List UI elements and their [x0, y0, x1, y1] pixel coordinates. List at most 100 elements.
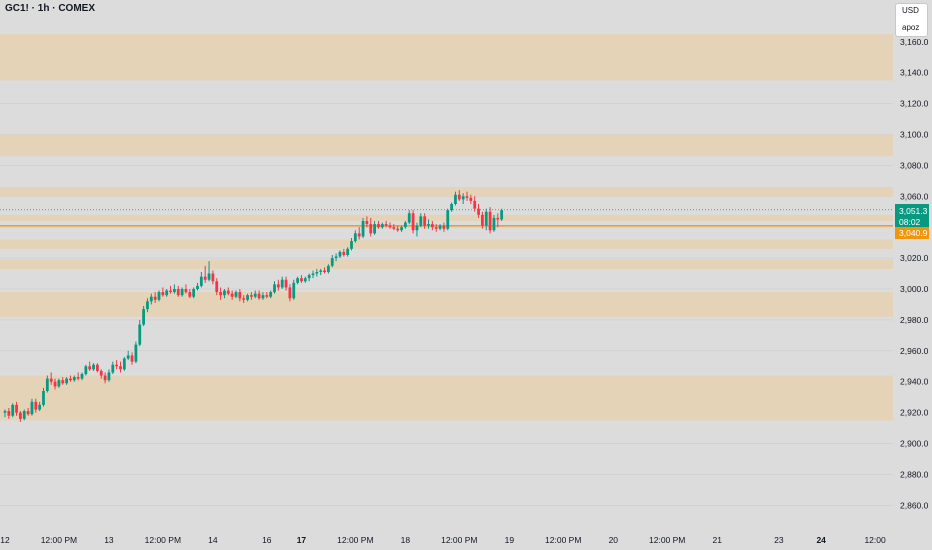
candle-body — [157, 292, 161, 300]
y-tick-label: 2,860.0 — [900, 500, 929, 510]
time-axis[interactable]: 12 12:00 PM 13 12:00 PM 14 16 17 12:00 PM 18 12:0… — [0, 530, 932, 550]
y-tick-label: 3,020.0 — [900, 253, 929, 263]
candle-body — [165, 290, 169, 296]
x-tick-label: 12:00 PM — [145, 535, 181, 545]
candle-body — [196, 285, 199, 289]
x-tick-label: 12:00 PM — [41, 535, 77, 545]
candle-body — [15, 404, 18, 413]
supply-demand-zone — [0, 187, 893, 197]
candle-body — [34, 401, 38, 410]
currency-selector[interactable]: USD apoz — [895, 3, 928, 37]
grid-lines — [0, 41, 893, 506]
currency-label: USD — [902, 6, 919, 15]
candle-body — [327, 265, 330, 273]
candle-body — [427, 224, 430, 226]
candle-body — [384, 224, 388, 226]
x-tick-label: 14 — [208, 535, 218, 545]
x-tick-label: 23 — [774, 535, 784, 545]
candle-body — [284, 279, 288, 288]
candle-body — [215, 281, 219, 293]
candle-body — [357, 233, 361, 237]
candle-body — [103, 375, 107, 381]
candle-body — [257, 293, 261, 299]
candle-body — [199, 276, 203, 286]
x-tick-label: 19 — [505, 535, 515, 545]
candle-body — [434, 227, 438, 229]
candle-body — [107, 372, 111, 381]
candle-body — [207, 273, 211, 280]
candle-body — [473, 200, 477, 209]
candlestick-series — [3, 190, 504, 422]
candle-body — [442, 225, 446, 229]
x-tick-label: 16 — [262, 535, 272, 545]
x-tick-label: 13 — [104, 535, 114, 545]
candle-body — [273, 284, 276, 293]
symbol-title[interactable]: GC1! · 1h · COMEX — [5, 3, 96, 14]
candle-body — [80, 373, 84, 379]
candle-body — [334, 256, 338, 259]
time-axis-background — [0, 530, 932, 550]
candle-body — [265, 295, 269, 297]
candle-body — [96, 364, 99, 371]
candle-body — [404, 222, 407, 228]
candle-body — [484, 211, 488, 226]
candle-body — [219, 292, 222, 296]
candle-body — [315, 272, 319, 274]
supply-demand-zone — [0, 292, 893, 317]
candle-body — [400, 227, 403, 231]
candle-body — [92, 364, 95, 370]
x-tick-label: 20 — [609, 535, 619, 545]
candle-body — [188, 292, 192, 297]
y-tick-label: 2,960.0 — [900, 346, 929, 356]
y-tick-label: 2,920.0 — [900, 408, 929, 418]
candle-body — [500, 210, 504, 220]
x-tick-label: 21 — [713, 535, 723, 545]
candle-body — [461, 196, 465, 200]
candle-body — [430, 224, 434, 228]
level-price-value: 3,040.9 — [899, 228, 928, 238]
candle-body — [226, 290, 230, 294]
candle-body — [45, 378, 49, 391]
candle-body — [38, 404, 42, 410]
candle-body — [261, 295, 265, 299]
candle-body — [307, 275, 311, 279]
candle-body — [99, 370, 103, 376]
y-tick-label: 3,080.0 — [900, 160, 929, 170]
candle-body — [388, 225, 392, 228]
candle-body — [292, 282, 296, 299]
currency-sub-label: apoz — [902, 23, 920, 32]
last-price-tag: 3,051.3 08:02 — [895, 204, 929, 229]
candle-body — [477, 208, 480, 215]
candle-body — [346, 248, 350, 256]
candle-body — [423, 216, 427, 226]
x-tick-label: 12:00 PM — [441, 535, 477, 545]
candle-body — [323, 270, 326, 273]
candle-body — [22, 411, 26, 419]
candle-body — [138, 324, 142, 345]
y-tick-label: 3,120.0 — [900, 99, 929, 109]
candle-body — [115, 364, 119, 367]
candle-body — [84, 366, 88, 374]
price-axis[interactable]: 2,860.0 2,880.0 2,900.0 2,920.0 2,940.0 2,960… — [893, 0, 932, 550]
candle-body — [146, 301, 149, 310]
supply-demand-zone — [0, 239, 893, 249]
candle-body — [280, 279, 284, 288]
candle-body — [353, 233, 357, 242]
candle-body — [142, 309, 145, 325]
candle-body — [419, 216, 423, 226]
candle-body — [396, 228, 400, 231]
level-price-tag: 3,040.9 — [895, 227, 929, 239]
candle-body — [153, 296, 157, 300]
candle-body — [319, 270, 323, 273]
candle-body — [488, 211, 492, 231]
candle-body — [72, 377, 76, 381]
candle-body — [49, 378, 53, 382]
y-tick-label: 2,880.0 — [900, 469, 929, 479]
y-tick-label: 2,980.0 — [900, 315, 929, 325]
x-tick-label: 12:00 — [864, 535, 886, 545]
y-tick-label: 2,940.0 — [900, 377, 929, 387]
candle-body — [481, 214, 484, 226]
candle-body — [365, 221, 369, 225]
candle-body — [492, 217, 496, 231]
